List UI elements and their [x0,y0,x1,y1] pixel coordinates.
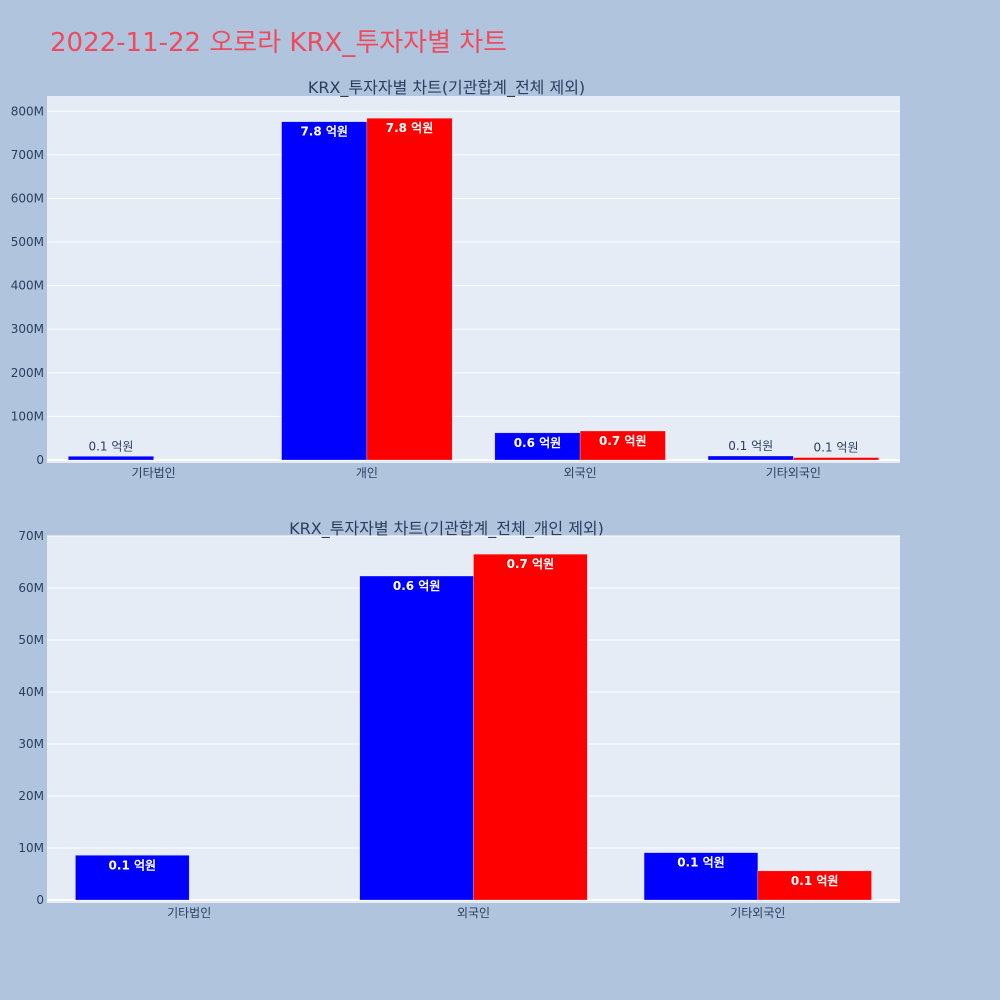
y-tick-label: 0 [36,453,44,467]
bar-data-label: 0.6 억원 [514,436,562,450]
y-tick-label: 10M [18,841,44,855]
bar-data-label: 0.1 억원 [814,441,859,455]
y-tick-label: 300M [11,322,44,336]
y-tick-label: 100M [11,409,44,423]
bar-buy [68,456,154,461]
y-tick-label: 600M [11,191,44,205]
bar-sell [793,457,879,461]
x-tick-label: 기타외국인 [730,906,785,920]
bar-data-label: 0.1 억원 [109,858,157,872]
x-tick-label: 외국인 [564,466,597,480]
chart-title: KRX_투자자별 차트(기관합계_전체 제외) [308,78,585,98]
page-title: 2022-11-22 오로라 KRX_투자자별 차트 [50,28,508,58]
y-tick-label: 700M [11,148,44,162]
bar-data-label: 7.8 억원 [386,121,434,135]
x-tick-label: 기타법인 [132,466,176,480]
bar-data-label: 0.7 억원 [599,434,647,448]
bar-buy [75,855,190,901]
bar-buy [281,121,368,461]
y-tick-label: 200M [11,366,44,380]
bar-sell [473,553,588,901]
bar-data-label: 0.1 억원 [88,439,133,453]
y-tick-label: 500M [11,235,44,249]
bar-buy [494,432,581,461]
x-tick-label: 외국인 [457,906,490,920]
y-tick-label: 0 [36,893,44,907]
bar-sell [366,117,453,461]
y-tick-label: 20M [18,789,44,803]
bar-data-label: 0.1 억원 [728,439,773,453]
bar-data-label: 0.6 억원 [393,579,441,593]
bar-data-label: 0.1 억원 [677,856,725,870]
y-tick-label: 50M [18,633,44,647]
x-tick-label: 기타외국인 [766,466,821,480]
x-tick-label: 기타법인 [167,906,211,920]
chart-top: KRX_투자자별 차트(기관합계_전체 제외) 0 100M 200M 300M 400M… [11,78,900,480]
bar-data-label: 7.8 억원 [300,125,348,139]
x-tick-label: 개인 [356,466,378,480]
bar-buy [643,852,759,901]
y-tick-label: 400M [11,279,44,293]
bar-sell [579,430,666,461]
bar-sell [757,870,872,901]
chart-title: KRX_투자자별 차트(기관합계_전체_개인 제외) [289,519,604,539]
y-tick-label: 30M [18,737,44,751]
y-tick-label: 40M [18,685,44,699]
chart-bottom: KRX_투자자별 차트(기관합계_전체_개인 제외) 0 10M 20M 30M 40M 5… [18,519,900,920]
bar-buy [359,575,474,901]
plot-area [47,96,900,463]
bar-data-label: 0.1 억원 [791,874,839,888]
y-tick-label: 70M [18,529,44,543]
bar-data-label: 0.7 억원 [507,557,555,571]
y-tick-label: 800M [11,104,44,118]
y-tick-label: 60M [18,581,44,595]
